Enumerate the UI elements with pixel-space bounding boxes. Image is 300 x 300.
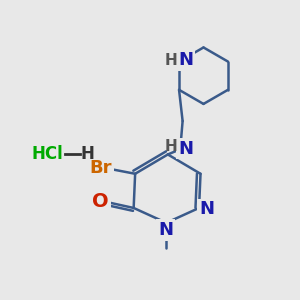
- Text: H: H: [81, 146, 94, 164]
- Text: HCl: HCl: [32, 146, 63, 164]
- Text: N: N: [178, 140, 193, 158]
- Text: N: N: [199, 200, 214, 218]
- Text: H: H: [164, 52, 177, 68]
- Text: O: O: [92, 192, 109, 211]
- Text: H: H: [165, 140, 178, 154]
- Text: N: N: [178, 51, 193, 69]
- Text: N: N: [158, 221, 173, 239]
- Text: Br: Br: [89, 159, 112, 177]
